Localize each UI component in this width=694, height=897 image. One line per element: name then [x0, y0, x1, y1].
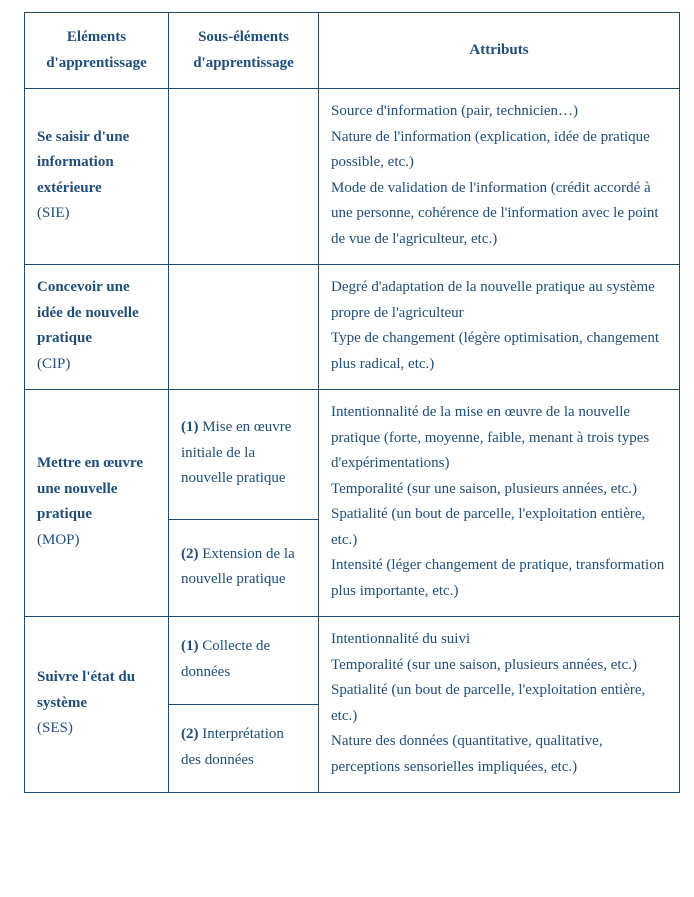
learning-elements-table: Eléments d'apprentissage Sous-éléments d…	[24, 12, 680, 793]
element-cell: Suivre l'état du système(SES)	[25, 617, 169, 793]
table-row: Se saisir d'une information extérieure(S…	[25, 89, 680, 265]
attribute-line: Source d'information (pair, technicien…)	[331, 99, 667, 125]
attribute-line: Spatialité (un bout de parcelle, l'explo…	[331, 502, 667, 553]
element-title: Se saisir d'une information extérieure	[37, 125, 156, 202]
subelement-cell: (1) Mise en œuvre initiale de la nouvell…	[169, 390, 319, 520]
subelement-number: (1)	[181, 638, 199, 654]
element-code: (SIE)	[37, 201, 156, 227]
attribute-line: Temporalité (sur une saison, plusieurs a…	[331, 653, 667, 679]
attribute-line: Temporalité (sur une saison, plusieurs a…	[331, 477, 667, 503]
attribute-line: Degré d'adaptation de la nouvelle pratiq…	[331, 275, 667, 326]
attributes-cell: Source d'information (pair, technicien…)…	[319, 89, 680, 265]
subelement-cell: (2) Extension de la nouvelle pratique	[169, 520, 319, 617]
element-code: (CIP)	[37, 352, 156, 378]
attributes-cell: Intentionnalité de la mise en œuvre de l…	[319, 390, 680, 617]
attribute-line: Nature des données (quantitative, qualit…	[331, 729, 667, 780]
attribute-line: Intensité (léger changement de pratique,…	[331, 553, 667, 604]
subelement-cell: (1) Collecte de données	[169, 617, 319, 705]
subelement-text: Extension de la nouvelle pratique	[181, 546, 295, 588]
element-cell: Se saisir d'une information extérieure(S…	[25, 89, 169, 265]
attribute-line: Intentionnalité du suivi	[331, 627, 667, 653]
table-row: Suivre l'état du système(SES)(1) Collect…	[25, 617, 680, 705]
subelement-number: (2)	[181, 546, 199, 562]
attribute-line: Type de changement (légère optimisation,…	[331, 326, 667, 377]
element-title: Mettre en œuvre une nouvelle pratique	[37, 451, 156, 528]
table-row: Mettre en œuvre une nouvelle pratique(MO…	[25, 390, 680, 520]
subelement-number: (2)	[181, 726, 199, 742]
table-header-row: Eléments d'apprentissage Sous-éléments d…	[25, 13, 680, 89]
subelement-number: (1)	[181, 419, 199, 435]
table-row: Concevoir une idée de nouvelle pratique(…	[25, 265, 680, 390]
table-body: Se saisir d'une information extérieure(S…	[25, 89, 680, 793]
element-title: Suivre l'état du système	[37, 665, 156, 716]
subelement-cell	[169, 89, 319, 265]
subelement-cell: (2) Interprétation des données	[169, 705, 319, 793]
attribute-line: Nature de l'information (explication, id…	[331, 125, 667, 176]
header-elements: Eléments d'apprentissage	[25, 13, 169, 89]
element-title: Concevoir une idée de nouvelle pratique	[37, 275, 156, 352]
subelement-cell	[169, 265, 319, 390]
attribute-line: Intentionnalité de la mise en œuvre de l…	[331, 400, 667, 477]
header-attributes: Attributs	[319, 13, 680, 89]
element-cell: Concevoir une idée de nouvelle pratique(…	[25, 265, 169, 390]
element-code: (SES)	[37, 716, 156, 742]
attribute-line: Spatialité (un bout de parcelle, l'explo…	[331, 678, 667, 729]
header-subelements: Sous-éléments d'apprentissage	[169, 13, 319, 89]
element-code: (MOP)	[37, 528, 156, 554]
attributes-cell: Intentionnalité du suiviTemporalité (sur…	[319, 617, 680, 793]
page: Eléments d'apprentissage Sous-éléments d…	[0, 0, 694, 811]
attribute-line: Mode de validation de l'information (cré…	[331, 176, 667, 253]
element-cell: Mettre en œuvre une nouvelle pratique(MO…	[25, 390, 169, 617]
attributes-cell: Degré d'adaptation de la nouvelle pratiq…	[319, 265, 680, 390]
